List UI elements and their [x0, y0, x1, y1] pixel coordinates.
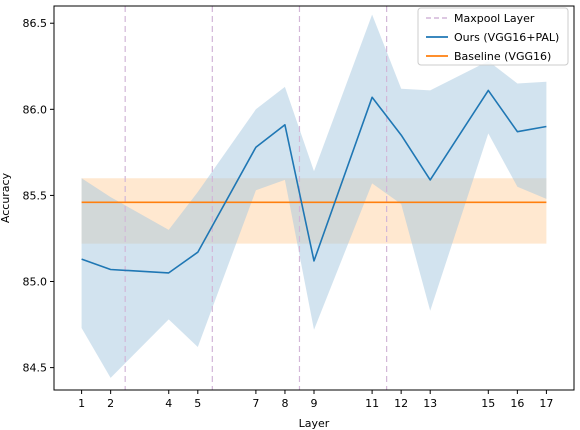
- ours-confidence-band: [81, 14, 547, 378]
- legend-label: Baseline (VGG16): [454, 50, 551, 63]
- legend: Maxpool Layer Ours (VGG16+PAL) Baseline (V…: [417, 7, 569, 66]
- x-tick-label: 12: [394, 397, 408, 410]
- x-tick-label: 15: [481, 397, 495, 410]
- x-tick-label: 16: [510, 397, 524, 410]
- ours-line: [81, 89, 547, 274]
- x-tick-label: 9: [311, 397, 318, 410]
- y-axis-ticks: 84.5 85.0 85.5 86.0 86.5: [23, 17, 54, 375]
- confidence-bands: [81, 14, 547, 378]
- legend-label: Maxpool Layer: [454, 12, 535, 25]
- x-tick-label: 8: [281, 397, 288, 410]
- y-axis-label: Accuracy: [0, 172, 12, 223]
- y-tick-label: 84.5: [23, 362, 48, 375]
- y-tick-label: 85.5: [23, 189, 48, 202]
- x-tick-label: 1: [78, 397, 85, 410]
- y-tick-label: 85.0: [23, 276, 48, 289]
- legend-label: Ours (VGG16+PAL): [454, 31, 559, 44]
- legend-box: [417, 7, 569, 66]
- x-tick-label: 17: [539, 397, 553, 410]
- x-tick-label: 7: [252, 397, 259, 410]
- x-tick-label: 5: [194, 397, 201, 410]
- y-tick-label: 86.0: [23, 103, 48, 116]
- y-tick-label: 86.5: [23, 17, 48, 30]
- series-lines: [81, 89, 547, 274]
- x-tick-label: 2: [107, 397, 114, 410]
- x-tick-label: 4: [165, 397, 172, 410]
- x-axis-ticks: 1 2 4 5 7 8 9 11 12 13 15 16 17: [78, 390, 553, 410]
- maxpool-lines: [124, 6, 388, 390]
- x-axis-label: Layer: [299, 417, 330, 430]
- x-tick-label: 13: [423, 397, 437, 410]
- x-tick-label: 11: [365, 397, 379, 410]
